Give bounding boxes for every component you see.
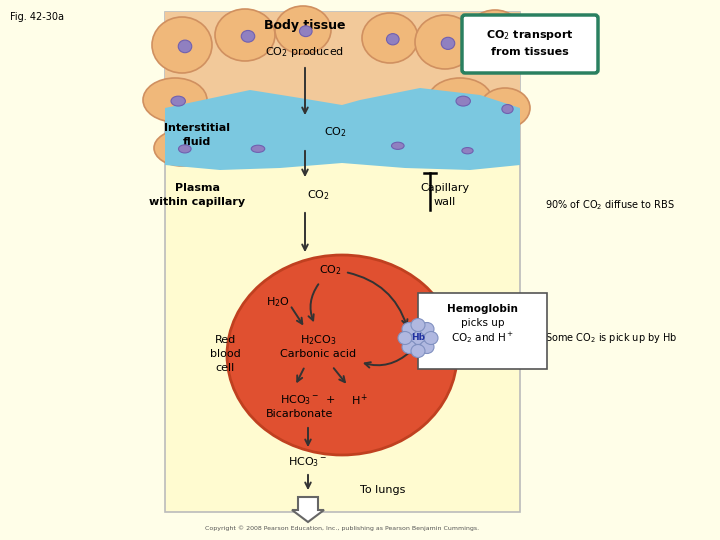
- Ellipse shape: [152, 17, 212, 73]
- Ellipse shape: [402, 322, 416, 335]
- Ellipse shape: [300, 26, 312, 37]
- Ellipse shape: [415, 15, 475, 69]
- Ellipse shape: [225, 132, 285, 164]
- Text: blood: blood: [210, 349, 240, 359]
- Ellipse shape: [480, 88, 530, 128]
- Ellipse shape: [179, 40, 192, 53]
- Ellipse shape: [467, 10, 523, 60]
- Text: CO$_2$ produced: CO$_2$ produced: [266, 45, 345, 59]
- Text: Body tissue: Body tissue: [264, 18, 346, 31]
- Text: 90% of CO$_2$ diffuse to RBS: 90% of CO$_2$ diffuse to RBS: [545, 198, 675, 212]
- Ellipse shape: [411, 345, 425, 357]
- Text: fluid: fluid: [183, 137, 211, 147]
- Ellipse shape: [143, 78, 207, 122]
- Ellipse shape: [428, 78, 492, 122]
- PathPatch shape: [165, 88, 520, 170]
- Ellipse shape: [275, 6, 331, 54]
- Text: HCO$_3$$^-$: HCO$_3$$^-$: [288, 455, 328, 469]
- Text: Red: Red: [215, 335, 235, 345]
- Text: To lungs: To lungs: [360, 485, 405, 495]
- Ellipse shape: [502, 105, 513, 113]
- Text: from tissues: from tissues: [491, 47, 569, 57]
- Text: Bicarbonate: Bicarbonate: [266, 409, 333, 419]
- Text: HCO$_3$$^-$: HCO$_3$$^-$: [280, 393, 320, 407]
- Text: wall: wall: [434, 197, 456, 207]
- Text: CO$_2$ transport: CO$_2$ transport: [486, 28, 574, 42]
- Ellipse shape: [215, 9, 275, 61]
- Ellipse shape: [456, 96, 470, 106]
- Text: CO$_2$: CO$_2$: [307, 188, 329, 202]
- FancyBboxPatch shape: [462, 15, 598, 73]
- Ellipse shape: [420, 341, 434, 354]
- Text: Hb: Hb: [411, 334, 425, 342]
- Ellipse shape: [241, 30, 255, 42]
- FancyBboxPatch shape: [418, 293, 547, 369]
- Text: Plasma: Plasma: [174, 183, 220, 193]
- Ellipse shape: [492, 31, 504, 42]
- Text: +: +: [325, 395, 335, 405]
- Text: within capillary: within capillary: [149, 197, 245, 207]
- Text: CO$_2$: CO$_2$: [319, 263, 341, 277]
- Text: Copyright © 2008 Pearson Education, Inc., publishing as Pearson Benjamin Cumming: Copyright © 2008 Pearson Education, Inc.…: [205, 525, 479, 531]
- FancyArrow shape: [292, 497, 324, 522]
- Bar: [165, 12, 520, 162]
- Ellipse shape: [424, 332, 438, 345]
- Ellipse shape: [440, 136, 490, 164]
- Ellipse shape: [387, 33, 399, 45]
- Ellipse shape: [398, 332, 412, 345]
- Ellipse shape: [367, 129, 423, 161]
- Text: Fig. 42-30a: Fig. 42-30a: [10, 12, 64, 22]
- FancyBboxPatch shape: [165, 12, 520, 512]
- Ellipse shape: [227, 255, 457, 455]
- Text: H$_2$O: H$_2$O: [266, 295, 290, 309]
- Ellipse shape: [251, 145, 265, 152]
- Text: Capillary: Capillary: [420, 183, 469, 193]
- Ellipse shape: [411, 319, 425, 332]
- Text: Hemoglobin: Hemoglobin: [447, 304, 518, 314]
- Text: Interstitial: Interstitial: [164, 123, 230, 133]
- Ellipse shape: [411, 332, 425, 345]
- Ellipse shape: [441, 37, 455, 50]
- Text: CO$_2$: CO$_2$: [323, 125, 346, 139]
- Ellipse shape: [179, 145, 191, 153]
- Text: Carbonic acid: Carbonic acid: [280, 349, 356, 359]
- Ellipse shape: [462, 147, 473, 154]
- Ellipse shape: [420, 322, 434, 335]
- Ellipse shape: [154, 130, 210, 166]
- Ellipse shape: [402, 341, 416, 354]
- Ellipse shape: [362, 13, 418, 63]
- Text: H$^+$: H$^+$: [351, 393, 369, 408]
- Ellipse shape: [171, 96, 185, 106]
- Text: CO$_2$ and H$^+$: CO$_2$ and H$^+$: [451, 330, 514, 346]
- Text: H$_2$CO$_3$: H$_2$CO$_3$: [300, 333, 336, 347]
- Text: picks up: picks up: [461, 318, 504, 328]
- Text: Some CO$_2$ is pick up by Hb: Some CO$_2$ is pick up by Hb: [545, 331, 678, 345]
- Text: cell: cell: [215, 363, 235, 373]
- Ellipse shape: [392, 142, 404, 150]
